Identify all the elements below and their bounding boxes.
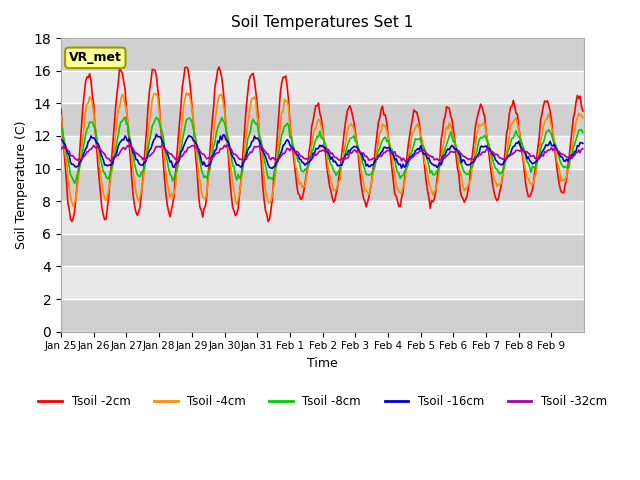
Bar: [61, 38, 584, 71]
Bar: [61, 71, 584, 103]
Text: VR_met: VR_met: [69, 51, 122, 64]
Bar: [61, 168, 584, 201]
Bar: [61, 234, 584, 266]
Bar: [61, 299, 584, 332]
Y-axis label: Soil Temperature (C): Soil Temperature (C): [15, 120, 28, 249]
Bar: [61, 103, 584, 136]
Title: Soil Temperatures Set 1: Soil Temperatures Set 1: [232, 15, 414, 30]
Legend: Tsoil -2cm, Tsoil -4cm, Tsoil -8cm, Tsoil -16cm, Tsoil -32cm: Tsoil -2cm, Tsoil -4cm, Tsoil -8cm, Tsoi…: [34, 390, 611, 413]
Bar: [61, 201, 584, 234]
Bar: [61, 136, 584, 168]
Bar: [61, 266, 584, 299]
X-axis label: Time: Time: [307, 357, 338, 370]
